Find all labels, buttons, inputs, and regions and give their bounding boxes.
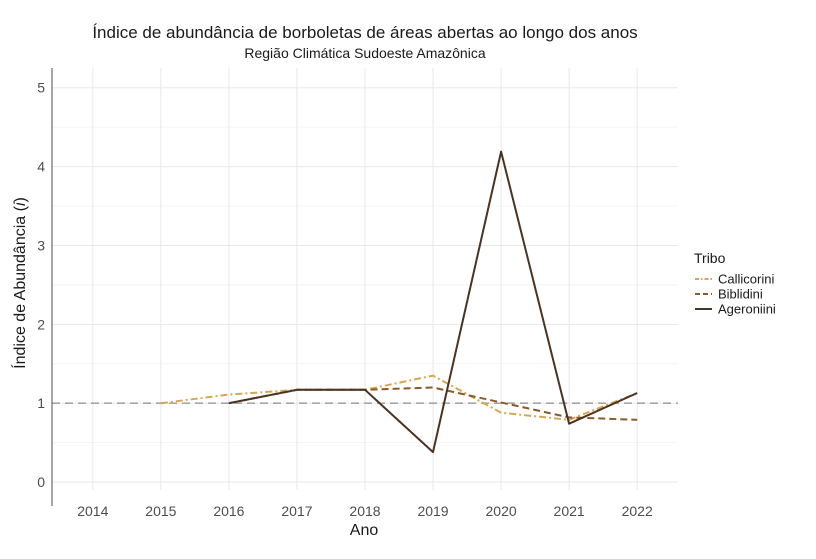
y-tick-label: 4 [37,159,45,175]
series-layer [160,150,638,454]
y-axis-title: Índice de Abundância (i) [10,197,29,369]
y-axis-title-close: ) [12,197,29,202]
x-tick-label: 2016 [213,503,244,519]
legend-label-biblidini: Biblidini [718,287,763,302]
x-axis-title: Ano [350,522,379,539]
y-tick-label: 3 [37,237,45,253]
y-tick-labels: 0 1 2 3 4 5 [37,80,45,490]
series-line-callicorini [160,374,638,421]
x-tick-label: 2017 [281,503,312,519]
x-tick-label: 2021 [554,503,585,519]
chart-title: Índice de abundância de borboletas de ár… [92,23,637,42]
x-tick-label: 2018 [349,503,380,519]
x-tick-label: 2020 [486,503,517,519]
y-axis-title-main: Índice de Abundância ( [10,205,29,368]
x-tick-label: 2015 [145,503,176,519]
x-tick-label: 2014 [77,503,108,519]
legend-title: Tribo [694,250,726,266]
x-tick-labels: 2014 2015 2016 2017 2018 2019 2020 2021 2022 [77,503,653,519]
x-tick-label: 2022 [622,503,653,519]
legend-label-callicorini: Callicorini [718,272,774,287]
series-line-ageroniini [228,150,638,454]
y-tick-label: 1 [37,395,45,411]
chart-subtitle: Região Climática Sudoeste Amazônica [244,45,485,61]
legend-label-ageroniini: Ageroniini [718,302,776,317]
y-tick-label: 0 [37,474,45,490]
y-axis-title-italic: i [12,202,29,206]
y-tick-label: 2 [37,316,45,332]
x-tick-label: 2019 [417,503,448,519]
y-tick-label: 5 [37,80,45,96]
grid [52,68,678,490]
